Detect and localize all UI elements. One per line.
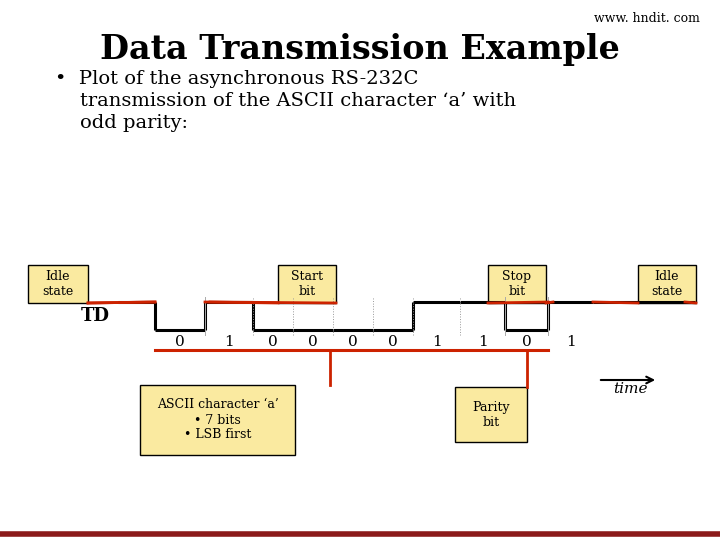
Text: Parity
bit: Parity bit xyxy=(472,401,510,429)
FancyBboxPatch shape xyxy=(455,387,527,442)
Text: 0: 0 xyxy=(388,335,398,349)
Text: •  Plot of the asynchronous RS-232C: • Plot of the asynchronous RS-232C xyxy=(55,70,418,88)
Text: 0: 0 xyxy=(348,335,358,349)
Text: 0: 0 xyxy=(308,335,318,349)
Text: odd parity:: odd parity: xyxy=(55,114,188,132)
Text: 0: 0 xyxy=(268,335,278,349)
FancyBboxPatch shape xyxy=(28,265,88,303)
Text: Stop
bit: Stop bit xyxy=(503,270,531,298)
Text: www. hndit. com: www. hndit. com xyxy=(594,12,700,25)
Text: 0: 0 xyxy=(521,335,531,349)
Text: Idle
state: Idle state xyxy=(42,270,73,298)
Text: 0: 0 xyxy=(175,335,185,349)
Text: ASCII character ‘a’
• 7 bits
• LSB first: ASCII character ‘a’ • 7 bits • LSB first xyxy=(157,399,279,442)
Text: TD: TD xyxy=(81,307,110,325)
Text: Data Transmission Example: Data Transmission Example xyxy=(100,33,620,66)
Text: 1: 1 xyxy=(224,335,234,349)
FancyBboxPatch shape xyxy=(140,385,295,455)
FancyBboxPatch shape xyxy=(638,265,696,303)
Text: time: time xyxy=(613,382,647,396)
FancyBboxPatch shape xyxy=(488,265,546,303)
Text: 1: 1 xyxy=(477,335,487,349)
Text: Start
bit: Start bit xyxy=(291,270,323,298)
FancyBboxPatch shape xyxy=(278,265,336,303)
Text: transmission of the ASCII character ‘a’ with: transmission of the ASCII character ‘a’ … xyxy=(55,92,516,110)
Text: Idle
state: Idle state xyxy=(652,270,683,298)
Text: 1: 1 xyxy=(566,335,575,349)
Text: 1: 1 xyxy=(431,335,441,349)
